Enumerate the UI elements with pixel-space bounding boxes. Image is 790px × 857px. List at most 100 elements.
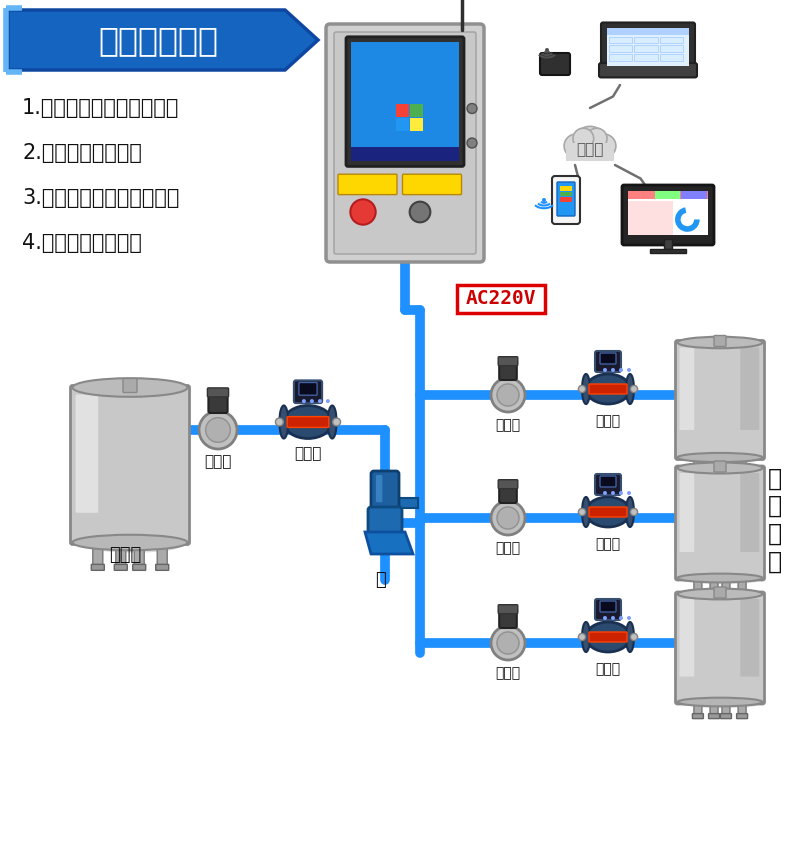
Bar [664,239,672,249]
Circle shape [578,633,585,640]
Ellipse shape [678,452,762,462]
FancyBboxPatch shape [675,592,765,704]
Bar [634,45,657,52]
FancyBboxPatch shape [722,575,730,592]
Text: 2.控制箱控制电磁阀: 2.控制箱控制电磁阀 [22,143,142,163]
FancyBboxPatch shape [595,599,621,620]
FancyBboxPatch shape [338,174,397,195]
Ellipse shape [284,405,333,439]
Ellipse shape [626,374,634,404]
FancyBboxPatch shape [123,379,137,393]
Bar [607,27,689,34]
Circle shape [310,399,314,403]
FancyBboxPatch shape [710,575,718,592]
Bar [650,249,686,253]
FancyBboxPatch shape [368,507,402,533]
FancyBboxPatch shape [70,386,190,544]
Text: 泵: 泵 [374,571,386,589]
Circle shape [611,368,615,372]
FancyBboxPatch shape [709,714,720,719]
FancyBboxPatch shape [156,565,169,571]
Bar [560,202,572,207]
FancyBboxPatch shape [628,191,708,235]
Ellipse shape [328,405,337,439]
FancyBboxPatch shape [692,590,703,595]
FancyBboxPatch shape [115,565,127,571]
Circle shape [542,198,546,202]
Text: AC220V: AC220V [466,290,536,309]
FancyBboxPatch shape [589,384,627,394]
FancyBboxPatch shape [157,538,167,566]
Circle shape [619,368,623,372]
Circle shape [630,508,638,516]
FancyBboxPatch shape [709,590,720,595]
Circle shape [467,104,477,113]
FancyBboxPatch shape [294,381,322,403]
FancyBboxPatch shape [299,382,317,395]
Bar [410,104,423,117]
Text: 流量计: 流量计 [596,414,621,428]
FancyBboxPatch shape [736,714,747,719]
FancyBboxPatch shape [589,507,627,517]
Ellipse shape [689,702,757,708]
FancyBboxPatch shape [740,599,759,676]
Ellipse shape [73,378,187,397]
FancyBboxPatch shape [589,632,627,642]
Ellipse shape [586,497,630,527]
FancyBboxPatch shape [595,474,621,495]
Circle shape [410,201,431,222]
Circle shape [302,399,306,403]
FancyBboxPatch shape [709,470,720,475]
Circle shape [545,48,549,52]
FancyBboxPatch shape [208,388,228,397]
FancyBboxPatch shape [595,351,621,372]
Wedge shape [675,207,700,231]
Polygon shape [365,532,413,554]
Bar [681,191,707,199]
FancyBboxPatch shape [540,53,570,75]
FancyBboxPatch shape [694,575,702,592]
FancyBboxPatch shape [628,201,673,235]
Ellipse shape [88,540,180,553]
Ellipse shape [678,337,762,348]
FancyBboxPatch shape [722,699,730,716]
FancyBboxPatch shape [714,587,726,598]
FancyBboxPatch shape [334,32,476,254]
Ellipse shape [626,622,634,652]
Bar [560,191,572,196]
Circle shape [491,501,525,535]
Circle shape [627,616,631,620]
Ellipse shape [689,457,757,464]
FancyBboxPatch shape [557,182,575,216]
Circle shape [497,632,519,654]
Text: 3.流量计输出信号到控制箱: 3.流量计输出信号到控制箱 [22,188,179,208]
Bar [628,191,708,199]
Circle shape [619,491,623,495]
Circle shape [627,368,631,372]
Bar [609,45,632,52]
FancyBboxPatch shape [714,335,726,346]
FancyBboxPatch shape [600,353,616,364]
FancyBboxPatch shape [402,174,461,195]
FancyBboxPatch shape [346,37,464,166]
Ellipse shape [626,497,634,527]
FancyBboxPatch shape [736,590,747,595]
FancyBboxPatch shape [692,714,703,719]
FancyBboxPatch shape [675,340,765,459]
Text: 流量计: 流量计 [295,446,322,462]
Text: 电磁阀: 电磁阀 [205,454,231,470]
Bar [410,118,423,131]
FancyBboxPatch shape [371,471,399,513]
Polygon shape [8,10,318,70]
FancyBboxPatch shape [552,176,580,224]
FancyBboxPatch shape [738,699,746,716]
Bar [397,104,409,117]
Bar [560,186,572,190]
Text: 电磁阀: 电磁阀 [495,666,521,680]
Circle shape [592,134,616,158]
Ellipse shape [678,589,762,599]
FancyBboxPatch shape [694,454,702,472]
FancyBboxPatch shape [351,42,459,161]
Bar [397,118,409,131]
Text: 流量计: 流量计 [596,537,621,551]
